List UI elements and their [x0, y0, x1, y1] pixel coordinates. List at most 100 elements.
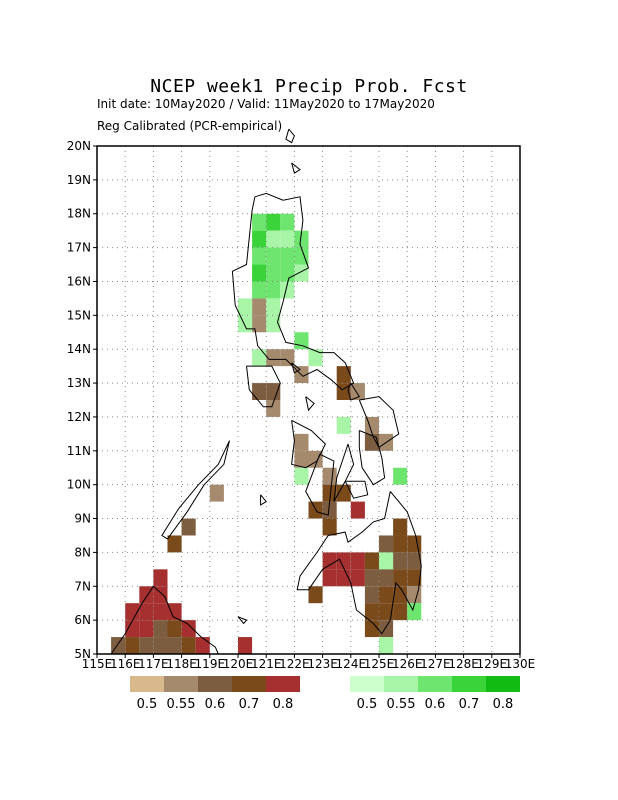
below-normal-prob-cell — [238, 637, 253, 654]
below-normal-prob-cell — [195, 637, 210, 654]
below-normal-prob-cell — [266, 349, 281, 367]
below-normal-prob-cell — [153, 620, 168, 638]
map-axes: 5N 6N 7N 8N 9N 10N 11N 12N 13N 14N 15N 16N 17N 18N 19N… — [67, 139, 536, 671]
below-normal-prob-cell — [407, 586, 422, 604]
lat-tick-label: 10N — [67, 478, 91, 492]
below-normal-prob-cell — [153, 586, 168, 604]
below-normal-prob-cell — [407, 569, 422, 587]
below-normal-prob-cell — [379, 535, 394, 553]
below-normal-legend-label: 0.7 — [239, 697, 260, 712]
above-normal-legend-swatch — [418, 676, 452, 692]
below-normal-prob-cell — [379, 620, 394, 638]
below-normal-prob-cell — [393, 535, 408, 553]
above-normal-legend-label: 0.55 — [387, 697, 416, 712]
below-normal-prob-cell — [364, 569, 379, 587]
below-normal-prob-cell — [266, 383, 281, 400]
lat-tick-label: 20N — [67, 139, 91, 153]
lat-tick-label: 11N — [67, 444, 91, 458]
below-normal-prob-cell — [336, 552, 351, 570]
map-frame — [96, 145, 521, 655]
below-normal-prob-cell — [139, 620, 154, 638]
above-normal-legend-swatch — [384, 676, 418, 692]
below-normal-prob-cell — [350, 383, 365, 400]
coastline-segment — [291, 419, 327, 469]
subtitle-dates: Init date: 10May2020 / Valid: 11May2020 … — [97, 97, 435, 111]
below-normal-prob-cell — [393, 603, 408, 621]
below-normal-legend-swatch — [266, 676, 300, 692]
below-normal-prob-cell — [364, 586, 379, 604]
lat-tick-label: 19N — [67, 173, 91, 187]
above-normal-prob-cell — [266, 298, 281, 316]
below-normal-prob-cell — [153, 637, 168, 654]
coastline-segment — [285, 128, 295, 144]
above-normal-prob-cell — [280, 230, 295, 248]
above-normal-prob-cell — [280, 213, 295, 231]
lon-tick-label: 125E — [364, 657, 395, 671]
above-normal-prob-cell — [280, 281, 295, 299]
below-normal-prob-cell — [364, 603, 379, 621]
above-normal-prob-cell — [294, 332, 309, 350]
below-normal-prob-cell — [167, 620, 182, 638]
below-normal-legend-swatch — [198, 676, 232, 692]
coastline-segment — [344, 480, 369, 499]
lon-tick-label: 123E — [307, 657, 338, 671]
below-normal-prob-cell — [181, 518, 196, 536]
below-normal-legend-swatch — [164, 676, 198, 692]
lat-tick-label: 14N — [67, 342, 91, 356]
below-normal-prob-cell — [322, 569, 337, 587]
below-normal-prob-cell — [125, 620, 140, 638]
above-normal-prob-cell — [266, 281, 281, 299]
coastline-segment — [333, 443, 355, 502]
coastline-segment — [237, 616, 248, 625]
below-normal-prob-cell — [153, 603, 168, 621]
below-normal-prob-cell — [379, 603, 394, 621]
below-normal-prob-cell — [153, 569, 168, 587]
lon-tick-label: 127E — [420, 657, 451, 671]
lat-tick-label: 7N — [74, 579, 91, 593]
below-normal-prob-cell — [322, 518, 337, 536]
lat-tick-label: 17N — [67, 241, 91, 255]
color-legend: 0.5 0.55 0.6 0.7 0.8 0.5 0.55 0.6 0.7 0.8 — [130, 676, 520, 712]
below-normal-prob-cell — [364, 620, 379, 638]
above-normal-prob-cell — [252, 264, 267, 282]
below-normal-prob-cell — [336, 484, 351, 502]
below-normal-prob-cell — [379, 569, 394, 587]
coastline-segment — [305, 453, 335, 516]
lon-tick-label: 116E — [110, 657, 141, 671]
below-normal-prob-cell — [364, 552, 379, 570]
lon-tick-label: 117E — [138, 657, 169, 671]
lon-tick-label: 118E — [166, 657, 197, 671]
lon-tick-label: 130E — [505, 657, 536, 671]
coastline-segment — [110, 585, 219, 655]
lat-tick-label: 5N — [74, 647, 91, 661]
above-normal-prob-cell — [266, 230, 281, 248]
below-normal-legend-label: 0.8 — [273, 697, 294, 712]
below-normal-prob-cell — [167, 535, 182, 553]
below-normal-prob-cell — [379, 586, 394, 604]
lat-tick-label: 15N — [67, 308, 91, 322]
below-normal-prob-cell — [252, 383, 267, 400]
below-normal-prob-cell — [350, 501, 365, 519]
above-normal-prob-cell — [252, 349, 267, 367]
above-normal-legend-swatch — [350, 676, 384, 692]
below-normal-prob-cell — [266, 400, 281, 417]
lat-tick-label: 9N — [74, 512, 91, 526]
map-gridlines — [97, 146, 520, 654]
below-normal-prob-cell — [322, 467, 337, 485]
below-normal-prob-cell — [125, 603, 140, 621]
above-normal-legend-label: 0.8 — [493, 697, 514, 712]
coastline-segment — [260, 494, 267, 506]
below-normal-legend-swatch — [232, 676, 266, 692]
above-normal-legend-label: 0.5 — [357, 697, 378, 712]
lon-tick-label: 129E — [477, 657, 508, 671]
below-normal-prob-cell — [336, 569, 351, 587]
below-normal-prob-cell — [322, 484, 337, 502]
below-normal-legend-label: 0.55 — [167, 697, 196, 712]
above-normal-legend-label: 0.6 — [425, 697, 446, 712]
above-normal-prob-cell — [266, 247, 281, 265]
above-normal-prob-cell — [379, 637, 394, 654]
above-normal-prob-cell — [393, 467, 408, 485]
coastline-segment — [296, 491, 422, 635]
probability-cells — [111, 213, 422, 654]
above-normal-prob-cell — [379, 552, 394, 570]
